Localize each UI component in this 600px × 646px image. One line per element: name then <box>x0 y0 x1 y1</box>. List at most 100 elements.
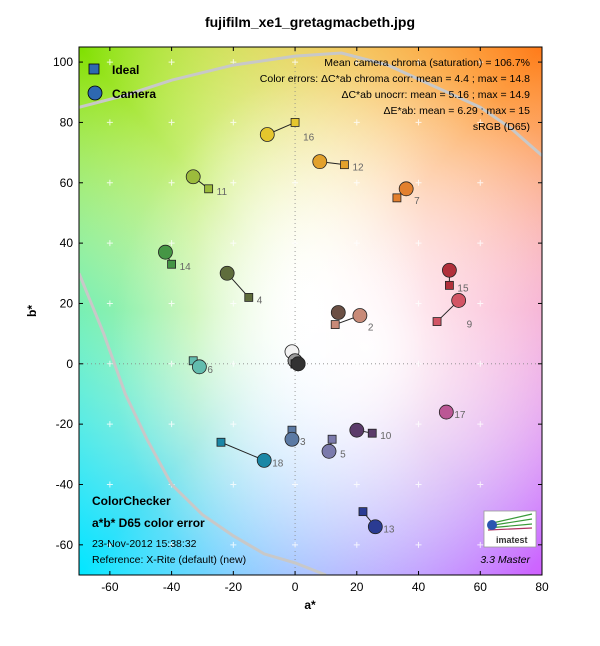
patch-label: 6 <box>207 365 213 376</box>
grid-cross <box>415 119 422 126</box>
grid-cross <box>230 481 237 488</box>
patch-label: 16 <box>303 132 315 143</box>
patch-label: 3 <box>300 437 306 448</box>
caption-reference: Reference: X-Rite (default) (new) <box>92 554 246 566</box>
grid-cross <box>477 59 484 66</box>
grid-cross <box>415 240 422 247</box>
camera-marker <box>451 293 467 308</box>
grid-cross <box>477 179 484 186</box>
camera-marker <box>185 169 201 185</box>
y-tick-label: -60 <box>56 538 74 552</box>
patch-11: 11 <box>185 169 227 198</box>
patch-12: 12 <box>312 154 364 174</box>
patch-3: 3 <box>284 425 306 448</box>
y-tick-label: -40 <box>56 477 74 491</box>
grid-cross <box>106 59 113 66</box>
ideal-marker <box>444 280 454 290</box>
grid-cross <box>106 360 113 367</box>
grid-cross <box>292 240 299 247</box>
x-tick-label: 40 <box>412 580 426 594</box>
patch-7: 7 <box>392 181 420 207</box>
grid-cross <box>292 59 299 66</box>
patch-neutral-21 <box>290 356 306 372</box>
gamut-boundary <box>79 51 542 575</box>
grid-cross <box>168 360 175 367</box>
grid-cross <box>168 240 175 247</box>
patch-label: 10 <box>380 431 392 442</box>
ideal-marker <box>204 184 214 194</box>
x-tick-label: 60 <box>474 580 488 594</box>
ideal-marker <box>432 317 442 326</box>
logo-text: imatest <box>496 535 528 545</box>
grid-cross <box>168 179 175 186</box>
patch-neutral-16 <box>330 305 346 320</box>
chart-caption: ColorChecker a*b* D65 color error 23-Nov… <box>92 494 246 566</box>
patch-4: 4 <box>219 265 263 306</box>
grid-cross <box>353 59 360 66</box>
grid-cross <box>415 300 422 307</box>
camera-marker <box>312 154 328 170</box>
y-tick-label: -20 <box>56 417 74 431</box>
info-line-1: Mean camera chroma (saturation) = 106.7% <box>324 57 530 69</box>
gamut-curve-1 <box>79 51 542 157</box>
camera-marker <box>438 404 454 420</box>
patch-17: 17 <box>438 404 466 421</box>
x-tick-label: -20 <box>225 580 243 594</box>
y-tick-label: 0 <box>66 357 73 371</box>
y-tick-label: 60 <box>60 176 74 190</box>
ideal-marker <box>327 434 337 444</box>
y-tick-label: 40 <box>60 236 74 250</box>
patch-14: 14 <box>158 244 191 273</box>
grid-cross <box>106 179 113 186</box>
grid-cross <box>106 240 113 247</box>
legend-camera-label: Camera <box>112 87 156 101</box>
grid-cross <box>106 481 113 488</box>
grid-cross <box>230 421 237 428</box>
camera-marker <box>191 359 207 375</box>
legend-camera-marker <box>87 85 103 101</box>
grid-cross <box>230 179 237 186</box>
grid-cross <box>292 300 299 307</box>
data-points: 2 3 4 5 6 7 9 10 11 12 13 14 15 16 17 18 <box>158 118 473 536</box>
axis-ticks: -60 -40 -20 0 20 40 60 80 100 80 60 40 20 0 -20 -40 -60 <box>53 47 549 594</box>
grid-cross <box>168 59 175 66</box>
x-tick-label: 0 <box>292 580 299 594</box>
camera-marker <box>284 431 300 447</box>
info-line-2: Color errors: ΔC*ab chroma corr: mean = … <box>260 73 530 85</box>
camera-marker <box>398 181 414 197</box>
chart-title: fujifilm_xe1_gretagmacbeth.jpg <box>205 14 415 30</box>
camera-marker <box>290 356 306 372</box>
grid-cross <box>353 300 360 307</box>
patch-label: 2 <box>368 323 374 334</box>
grid-cross <box>353 240 360 247</box>
info-line-5: sRGB (D65) <box>473 121 530 133</box>
y-tick-label: 100 <box>53 55 73 69</box>
grid-cross <box>477 300 484 307</box>
patch-label: 13 <box>383 525 395 536</box>
grid-cross <box>353 119 360 126</box>
camera-marker <box>321 443 337 459</box>
grid-cross <box>230 541 237 548</box>
legend: Ideal Camera <box>87 63 156 101</box>
y-axis-label: b* <box>25 305 39 317</box>
grid-cross <box>168 421 175 428</box>
imatest-logo: imatest <box>483 510 537 548</box>
error-summary: Mean camera chroma (saturation) = 106.7%… <box>260 57 530 133</box>
grid-cross <box>477 421 484 428</box>
grid-cross <box>106 300 113 307</box>
ideal-marker <box>290 118 300 127</box>
grid-cross <box>477 240 484 247</box>
camera-marker <box>349 422 365 438</box>
patch-label: 12 <box>352 163 364 174</box>
plot-background <box>79 47 542 575</box>
patch-18: 18 <box>216 437 284 469</box>
grid-cross <box>292 179 299 186</box>
patch-10: 10 <box>349 422 392 442</box>
grid-cross <box>477 541 484 548</box>
y-tick-label: 20 <box>60 296 74 310</box>
ideal-marker <box>367 428 377 438</box>
legend-ideal-marker <box>88 63 100 75</box>
patch-label: 17 <box>454 410 466 421</box>
grid-cross <box>415 179 422 186</box>
